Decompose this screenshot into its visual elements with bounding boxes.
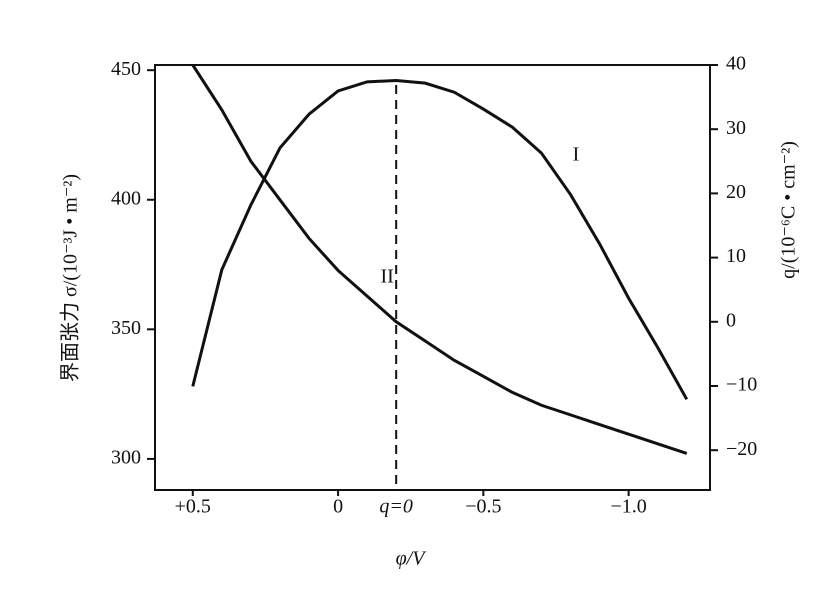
y-tick-label: 450 (111, 58, 141, 80)
y2-tick-label: 0 (726, 309, 736, 331)
y2-tick-label: 10 (726, 245, 746, 267)
annotation: q=0 (379, 496, 413, 518)
y2-tick-label: 30 (726, 117, 746, 139)
y2-tick-label: 40 (726, 53, 746, 75)
x-axis-label: φ/V (396, 548, 428, 570)
y2-axis-label: q/(10⁻⁶C • cm⁻²) (778, 141, 800, 279)
y-tick-label: 350 (111, 317, 141, 339)
x-tick-label: 0 (333, 496, 343, 518)
series-label: I (573, 143, 580, 165)
y2-tick-label: −20 (726, 438, 757, 460)
series-line (191, 64, 688, 455)
x-tick-label: +0.5 (175, 496, 211, 518)
y-tick-label: 400 (111, 187, 141, 209)
x-tick-label: −0.5 (465, 496, 501, 518)
y2-tick-label: 20 (726, 181, 746, 203)
x-tick-label: −1.0 (610, 496, 646, 518)
series-line (191, 79, 689, 401)
series-label: II (380, 266, 393, 288)
y-tick-label: 300 (111, 446, 141, 468)
y-axis-label: 界面张力 σ/(10⁻³J • m⁻²) (59, 174, 82, 382)
plot-frame (154, 64, 711, 491)
y2-tick-label: −10 (726, 374, 757, 396)
